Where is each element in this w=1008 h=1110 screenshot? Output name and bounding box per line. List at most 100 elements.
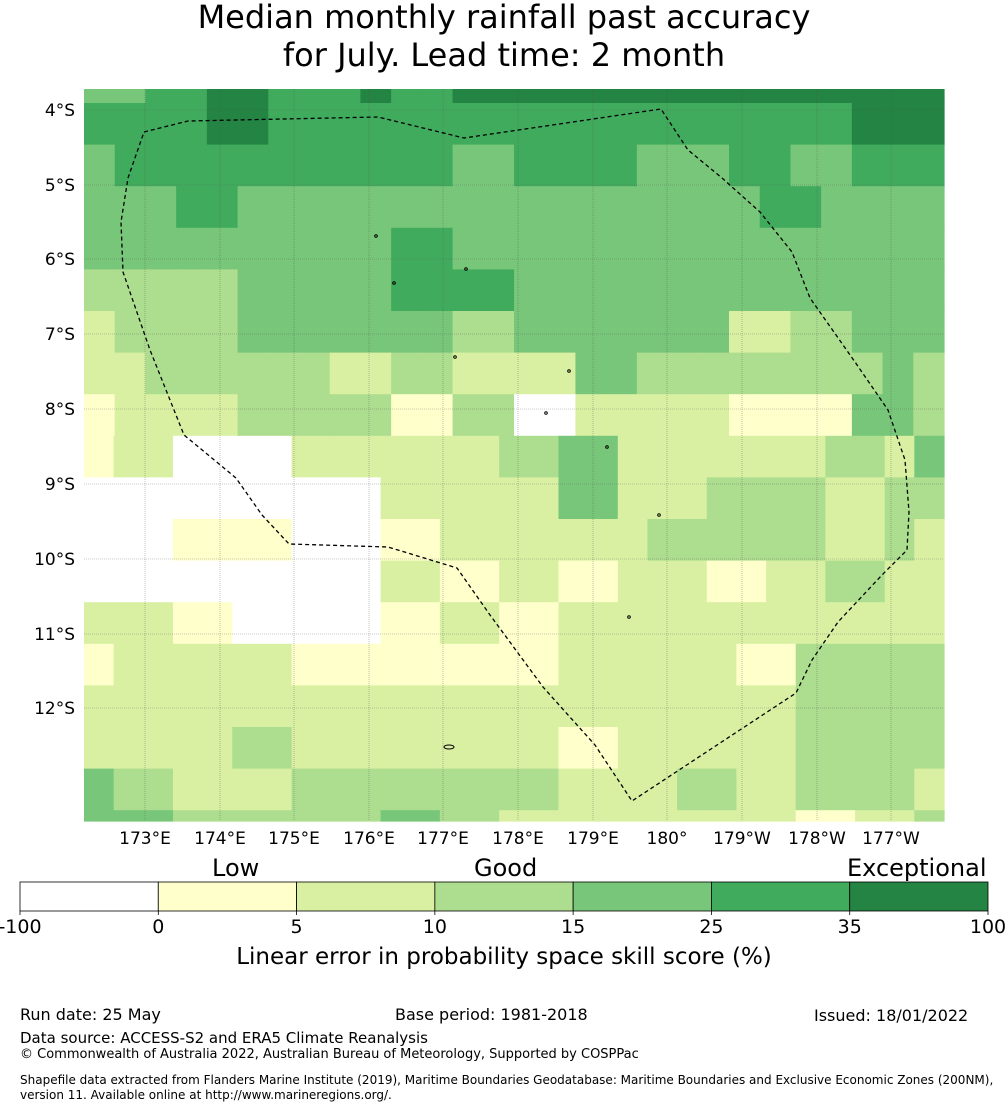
skill-cell — [913, 269, 945, 312]
skill-cell — [825, 519, 856, 562]
skill-cell — [360, 144, 392, 187]
skill-cell — [143, 477, 174, 520]
skill-cell — [360, 311, 392, 354]
skill-cell — [84, 602, 115, 645]
skill-cell — [145, 186, 177, 229]
skill-cell — [299, 103, 331, 146]
skill-cell — [439, 519, 471, 562]
skill-cell — [667, 227, 699, 270]
skill-cell — [84, 311, 116, 354]
skill-cell — [439, 810, 471, 822]
skill-cell — [206, 186, 239, 229]
skill-cell — [410, 435, 441, 478]
skill-cell — [647, 643, 678, 686]
skill-cell — [360, 352, 392, 395]
skill-cell — [291, 602, 322, 645]
skill-cell — [677, 519, 708, 562]
colorbar-segment — [157, 881, 297, 912]
lon-tick-label: 180° — [647, 829, 688, 849]
skill-cell — [452, 186, 484, 229]
skill-cell — [882, 352, 914, 395]
skill-cell — [855, 727, 886, 770]
skill-cell — [558, 768, 589, 811]
skill-cell — [636, 311, 669, 354]
skill-cell — [588, 643, 619, 686]
skill-cell — [698, 394, 730, 437]
skill-cell — [291, 643, 322, 686]
skill-cell — [380, 435, 411, 478]
lat-tick-label: 11°S — [34, 625, 75, 645]
colorbar-tick-label: 0 — [152, 916, 164, 938]
island-outline — [605, 445, 609, 449]
eez-boundary-line — [120, 108, 910, 802]
skill-cell — [410, 519, 441, 562]
skill-cell — [855, 602, 886, 645]
skill-cell — [172, 560, 204, 603]
skill-cell — [884, 685, 915, 728]
skill-cell — [514, 269, 546, 312]
colorbar-tick-label: -100 — [0, 916, 42, 938]
category-exceptional: Exceptional — [847, 854, 987, 882]
skill-cell — [882, 227, 914, 270]
skill-cell — [913, 103, 945, 146]
skill-cell — [647, 810, 678, 822]
skill-cell — [914, 727, 945, 770]
skill-cell — [483, 352, 515, 395]
skill-cell — [698, 227, 730, 270]
category-good: Good — [474, 854, 538, 882]
skill-cell — [884, 768, 915, 811]
skill-cell — [667, 186, 699, 229]
lat-tick-label: 8°S — [45, 400, 75, 420]
skill-cell — [145, 394, 177, 437]
skill-cell — [410, 727, 441, 770]
skill-cell — [391, 89, 423, 104]
skill-cell — [617, 685, 649, 728]
skill-cell — [114, 352, 147, 395]
skill-cell — [821, 269, 853, 312]
skill-cell — [469, 477, 500, 520]
skill-cell — [206, 269, 239, 312]
skill-cell — [268, 103, 300, 146]
colorbar-tick-label: 35 — [838, 916, 862, 938]
skill-cell — [360, 89, 392, 104]
lon-tick-label: 174°E — [194, 829, 246, 849]
skill-cell — [329, 144, 362, 187]
skill-cell — [825, 643, 856, 686]
skill-cell — [380, 519, 411, 562]
skill-cell — [206, 103, 239, 146]
skill-cell — [410, 602, 441, 645]
skill-cell — [421, 89, 454, 104]
skill-cell — [499, 435, 530, 478]
skill-cell — [452, 89, 484, 104]
skill-cell — [391, 227, 423, 270]
skill-cell — [113, 685, 144, 728]
skill-cell — [766, 768, 797, 811]
skill-cell — [544, 311, 577, 354]
skill-cell — [321, 727, 352, 770]
skill-cell — [291, 768, 322, 811]
skill-cell — [882, 311, 914, 354]
island-outline — [544, 411, 548, 415]
skill-cell — [380, 727, 411, 770]
skill-cell — [825, 768, 856, 811]
skill-cell — [528, 519, 560, 562]
skill-cell — [291, 727, 322, 770]
island-outline — [627, 615, 631, 619]
skill-cell — [410, 768, 441, 811]
skill-cell — [821, 186, 853, 229]
skill-cell — [113, 643, 144, 686]
lon-tick-label: 175°E — [268, 829, 320, 849]
skill-cell — [766, 477, 797, 520]
skill-cell — [795, 810, 826, 822]
skill-cell — [514, 186, 546, 229]
skill-cell — [677, 685, 708, 728]
skill-cell — [736, 602, 767, 645]
skill-cell — [795, 477, 826, 520]
skill-cell — [499, 602, 530, 645]
skill-cell — [913, 186, 945, 229]
skill-cell — [391, 394, 423, 437]
skill-cell — [84, 685, 115, 728]
skill-cell — [914, 435, 945, 478]
skill-cell — [391, 186, 423, 229]
skill-cell — [114, 269, 147, 312]
